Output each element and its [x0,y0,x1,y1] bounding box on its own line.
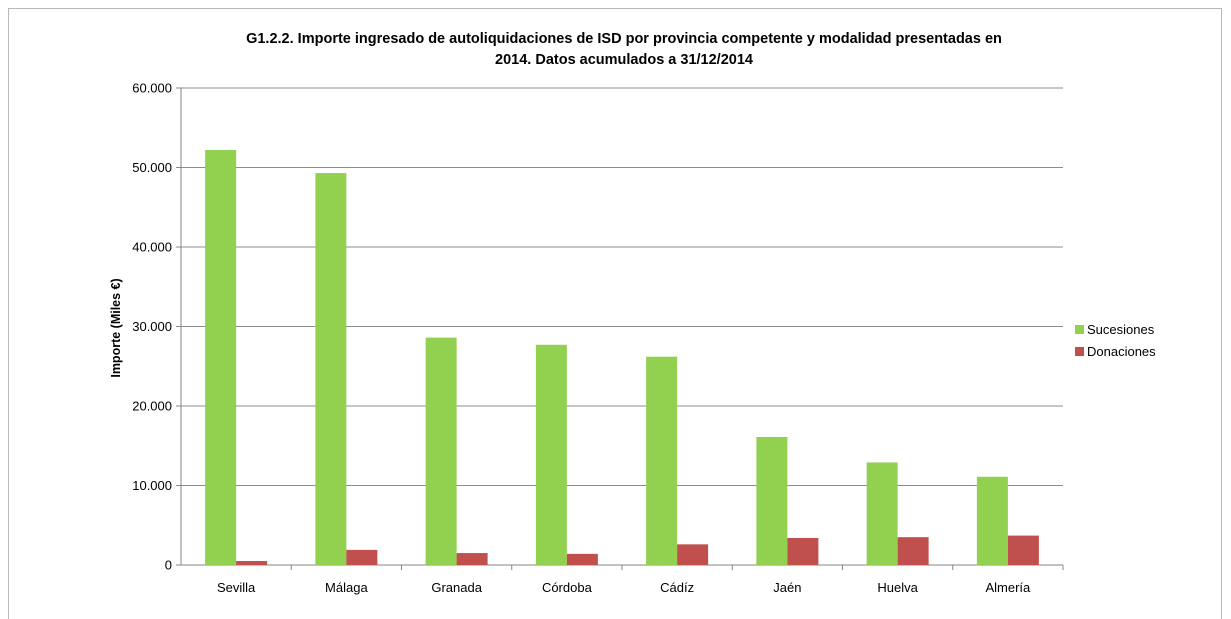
y-axis-label: Importe (Miles €) [109,278,123,377]
x-tick-label: Córdoba [542,580,593,595]
bar-sucesiones [866,462,898,565]
y-tick-label: 60.000 [132,81,172,96]
bars [205,150,1039,565]
legend-swatch-donaciones [1075,347,1084,356]
x-tick-label: Jaén [773,580,801,595]
bar-donaciones [677,544,709,565]
bar-donaciones [236,561,268,565]
bar-sucesiones [976,476,1008,565]
bar-donaciones [897,537,929,565]
x-tick-label: Sevilla [217,580,256,595]
bar-donaciones [456,553,488,565]
y-tick-label: 20.000 [132,399,172,414]
x-tick-label: Málaga [325,580,368,595]
bar-sucesiones [535,344,567,565]
bar-donaciones [1007,535,1039,565]
legend-swatch-sucesiones [1075,325,1084,334]
legend-label-sucesiones: Sucesiones [1087,322,1155,337]
x-tick-label: Huelva [877,580,918,595]
y-tick-labels: 0 10.000 20.000 30.000 40.000 50.000 60.000 [132,81,172,573]
chart-title-line2: 2014. Datos acumulados a 31/12/2014 [495,52,753,68]
y-tick-label: 0 [165,558,172,573]
y-tick-label: 30.000 [132,319,172,334]
y-tick-label: 40.000 [132,240,172,255]
x-tick-label: Cádíz [660,580,694,595]
bar-sucesiones [205,150,237,565]
bar-donaciones [566,553,598,565]
bar-sucesiones [756,437,788,565]
chart-title-line1: G1.2.2. Importe ingresado de autoliquida… [246,31,1002,47]
bar-sucesiones [425,337,457,565]
y-tick-label: 10.000 [132,478,172,493]
legend: Sucesiones Donaciones [1075,322,1156,359]
y-tick-label: 50.000 [132,160,172,175]
x-tick-label: Granada [431,580,482,595]
bar-donaciones [787,537,819,565]
chart-frame [8,8,1222,619]
bar-sucesiones [315,173,347,565]
x-tick-labels: Sevilla Málaga Granada Córdoba Cádíz Jaén Huel… [217,580,1031,595]
bar-donaciones [346,549,378,565]
legend-label-donaciones: Donaciones [1087,344,1156,359]
gridlines [176,87,1064,570]
bar-sucesiones [646,356,678,565]
x-tick-label: Almería [985,580,1031,595]
